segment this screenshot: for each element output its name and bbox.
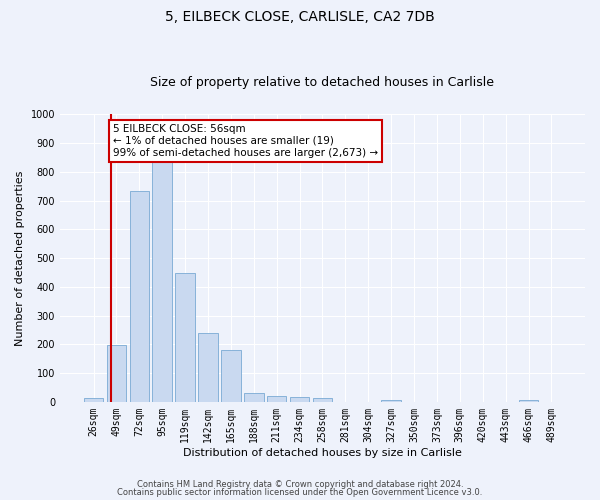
Bar	[244, 392, 263, 402]
Bar	[267, 396, 286, 402]
Text: 5, EILBECK CLOSE, CARLISLE, CA2 7DB: 5, EILBECK CLOSE, CARLISLE, CA2 7DB	[165, 10, 435, 24]
Text: Contains public sector information licensed under the Open Government Licence v3: Contains public sector information licen…	[118, 488, 482, 497]
Text: 5 EILBECK CLOSE: 56sqm
← 1% of detached houses are smaller (19)
99% of semi-deta: 5 EILBECK CLOSE: 56sqm ← 1% of detached …	[113, 124, 378, 158]
Bar	[130, 191, 149, 402]
Bar	[107, 345, 126, 402]
Bar	[382, 400, 401, 402]
Bar	[313, 398, 332, 402]
Bar	[152, 161, 172, 402]
Title: Size of property relative to detached houses in Carlisle: Size of property relative to detached ho…	[151, 76, 494, 90]
Bar	[198, 332, 218, 402]
Bar	[175, 272, 195, 402]
Bar	[221, 350, 241, 402]
Bar	[84, 398, 103, 402]
X-axis label: Distribution of detached houses by size in Carlisle: Distribution of detached houses by size …	[183, 448, 462, 458]
Y-axis label: Number of detached properties: Number of detached properties	[15, 170, 25, 346]
Bar	[290, 397, 309, 402]
Bar	[519, 400, 538, 402]
Text: Contains HM Land Registry data © Crown copyright and database right 2024.: Contains HM Land Registry data © Crown c…	[137, 480, 463, 489]
